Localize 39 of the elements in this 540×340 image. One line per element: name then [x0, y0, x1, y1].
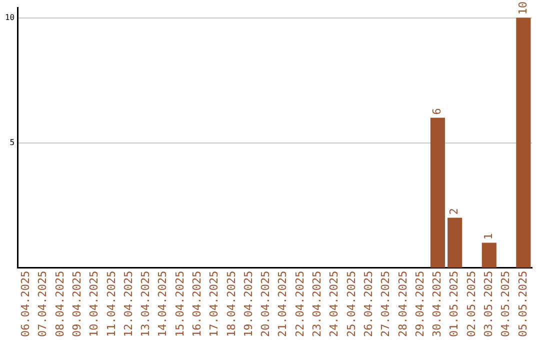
- bar: [482, 242, 496, 268]
- x-tick-label: 21.04.2025: [276, 270, 290, 338]
- x-tick-label: 04.05.2025: [499, 270, 512, 338]
- x-tick-label: 09.04.2025: [70, 270, 84, 338]
- x-tick-label: 05.05.2025: [516, 270, 530, 338]
- x-tick-label: 28.04.2025: [396, 270, 410, 338]
- x-tick-label: 10.04.2025: [88, 270, 101, 338]
- bar: [448, 218, 462, 268]
- bar: [516, 18, 531, 268]
- data-label: 2: [448, 208, 461, 215]
- x-tick-label: 06.04.2025: [19, 270, 32, 338]
- x-tick-label: 17.04.2025: [208, 270, 221, 338]
- x-tick-label: 20.04.2025: [259, 270, 272, 338]
- x-tick-label: 14.04.2025: [156, 270, 170, 338]
- x-tick-label: 12.04.2025: [122, 270, 135, 338]
- y-tick-label: 5: [10, 138, 15, 147]
- x-tick-label: 15.04.2025: [173, 270, 186, 338]
- x-tick-label: 23.04.2025: [310, 270, 324, 338]
- data-label: 6: [430, 108, 444, 115]
- x-tick-label: 13.04.2025: [139, 270, 152, 338]
- x-tick-label: 30.04.2025: [430, 270, 444, 338]
- x-tick-label: 16.04.2025: [190, 270, 204, 338]
- x-tick-label: 08.04.2025: [53, 270, 66, 338]
- x-tick-label: 25.04.2025: [344, 270, 358, 338]
- x-tick-label: 22.04.2025: [293, 270, 306, 338]
- x-tick-label: 24.04.2025: [328, 270, 341, 338]
- x-tick-label: 26.04.2025: [362, 270, 375, 338]
- x-tick-label: 03.05.2025: [482, 270, 495, 338]
- x-tick-label: 01.05.2025: [448, 270, 461, 338]
- x-tick-label: 19.04.2025: [242, 270, 255, 338]
- bar: [430, 118, 445, 268]
- x-tick-label: 18.04.2025: [224, 270, 238, 338]
- x-tick-label: 11.04.2025: [104, 270, 118, 338]
- x-tick-label: 07.04.2025: [36, 270, 50, 338]
- x-tick-label: 02.05.2025: [464, 270, 478, 338]
- data-label: 10: [516, 2, 530, 15]
- data-label: 1: [482, 233, 495, 240]
- x-tick-label: 27.04.2025: [379, 270, 392, 338]
- x-tick-label: 29.04.2025: [413, 270, 426, 338]
